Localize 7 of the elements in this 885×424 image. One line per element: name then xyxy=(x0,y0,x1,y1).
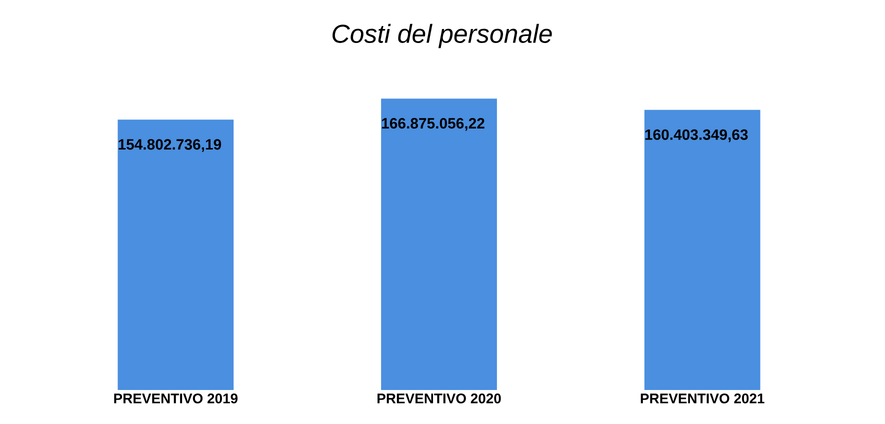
data-label: 154.802.736,19 xyxy=(118,139,222,152)
x-tick-label: PREVENTIVO 2019 xyxy=(114,394,238,404)
x-tick-label: PREVENTIVO 2020 xyxy=(378,394,501,404)
data-label: 166.875.056,22 xyxy=(382,118,484,131)
x-tick-label: PREVENTIVO 2021 xyxy=(640,394,764,404)
chart-title: Costi del personale xyxy=(332,24,552,48)
data-label: 160.403.349,63 xyxy=(645,129,748,142)
